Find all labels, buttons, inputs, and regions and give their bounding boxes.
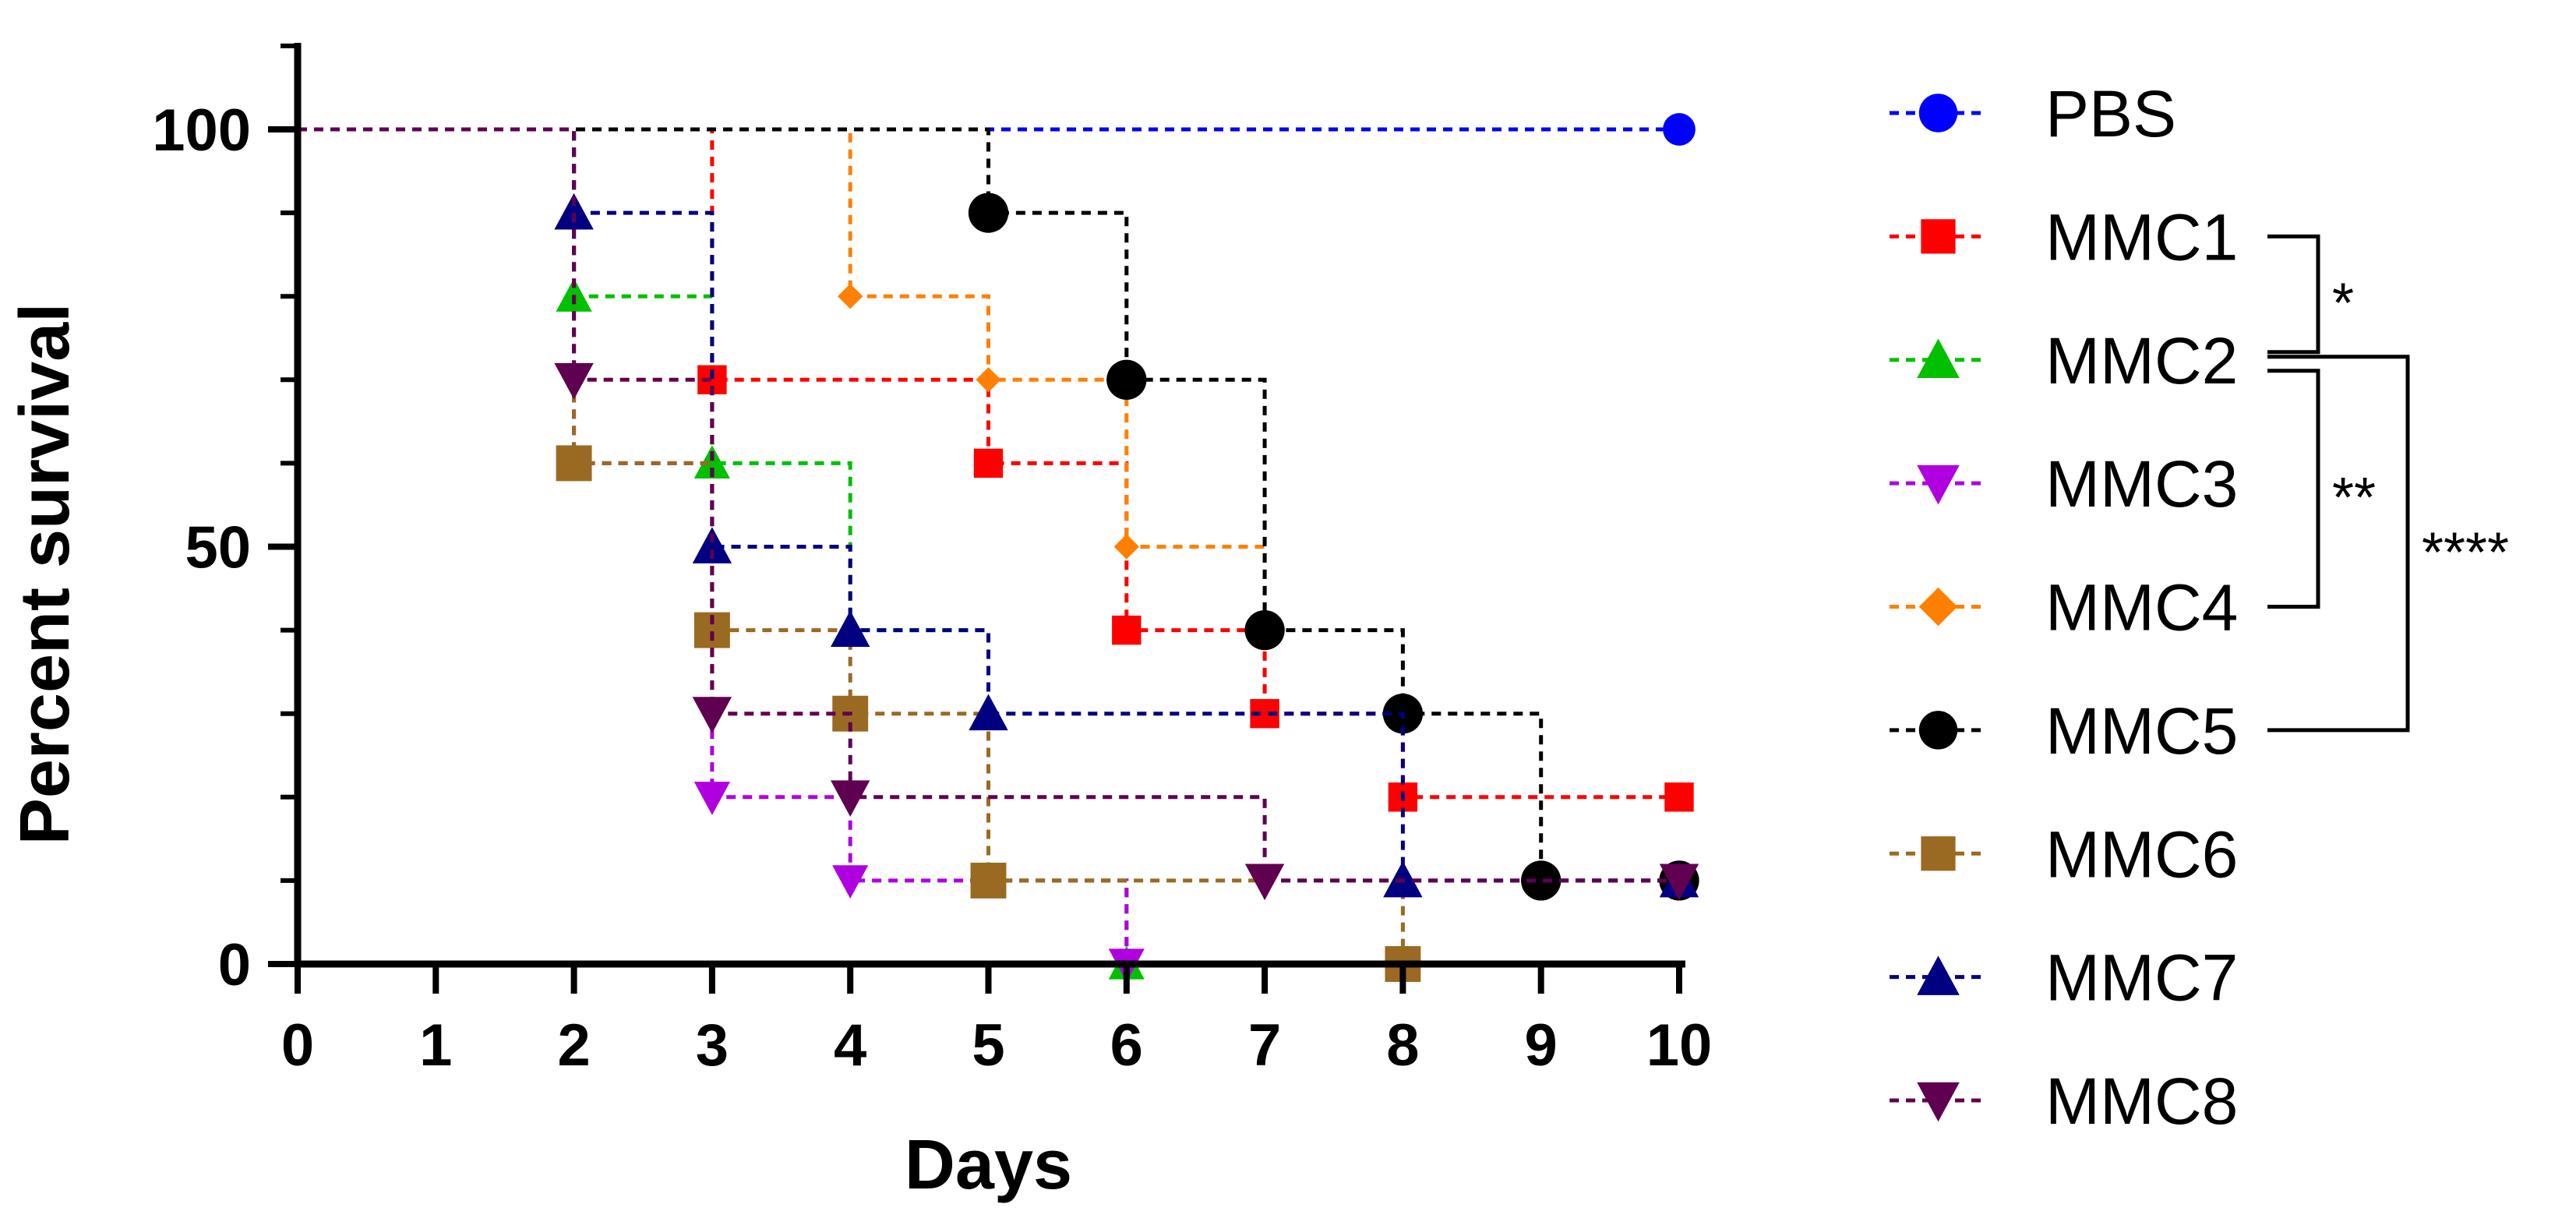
series-point-mmc7-3 bbox=[969, 694, 1008, 731]
significance-label-1: * bbox=[2332, 273, 2354, 335]
x-tick-label-2: 2 bbox=[557, 1012, 590, 1079]
series-point-mmc8-1 bbox=[692, 697, 732, 733]
series-point-mmc8-2 bbox=[831, 780, 870, 817]
series-point-mmc6-0 bbox=[556, 445, 592, 482]
x-tick-label-10: 10 bbox=[1646, 1012, 1713, 1079]
legend-label-mmc1: MMC1 bbox=[2045, 200, 2238, 274]
series-point-mmc2-1 bbox=[693, 445, 730, 479]
significance-line-3 bbox=[2267, 355, 2410, 733]
series-pbs bbox=[298, 113, 1696, 146]
significance-bracket-3: **** bbox=[2267, 355, 2509, 733]
significance-line-1 bbox=[2267, 234, 2320, 355]
significance-line-2 bbox=[2267, 369, 2320, 609]
legend-marker-pbs bbox=[1918, 94, 1958, 132]
y-tick-label-0: 0 bbox=[218, 932, 251, 998]
x-tick-label-7: 7 bbox=[1248, 1012, 1281, 1079]
legend-label-mmc2: MMC2 bbox=[2045, 324, 2238, 397]
legend-label-mmc5: MMC5 bbox=[2045, 694, 2238, 768]
series-point-mmc1-2 bbox=[1112, 615, 1142, 645]
series-mmc6 bbox=[298, 127, 1421, 982]
legend-marker-mmc5 bbox=[1918, 711, 1958, 750]
significance-label-2: ** bbox=[2332, 467, 2376, 529]
x-tick-label-6: 6 bbox=[1110, 1012, 1143, 1079]
legend-item-mmc5: MMC5 bbox=[1890, 694, 2238, 768]
legend-label-mmc3: MMC3 bbox=[2045, 447, 2238, 521]
legend-marker-mmc1 bbox=[1921, 219, 1956, 254]
legend-label-mmc6: MMC6 bbox=[2045, 818, 2238, 891]
series-point-mmc5-2 bbox=[1244, 609, 1285, 651]
y-tick-label-100: 100 bbox=[152, 97, 251, 164]
significance-bracket-1: * bbox=[2267, 234, 2354, 355]
series-point-mmc5-4 bbox=[1521, 860, 1561, 901]
x-tick-label-1: 1 bbox=[419, 1012, 452, 1079]
series-mmc7 bbox=[298, 127, 1699, 898]
significance-label-3: **** bbox=[2422, 521, 2509, 584]
legend-marker-mmc2 bbox=[1917, 338, 1960, 378]
y-tick-label-50: 50 bbox=[185, 515, 251, 581]
legend-item-pbs: PBS bbox=[1890, 77, 2176, 150]
y-axis-title: Percent survival bbox=[6, 303, 84, 845]
legend-item-mmc4: MMC4 bbox=[1890, 571, 2238, 645]
series-point-mmc3-2 bbox=[832, 865, 869, 899]
legend-marker-mmc4 bbox=[1918, 587, 1958, 627]
legend-marker-mmc7 bbox=[1917, 955, 1960, 995]
legend-marker-mmc6 bbox=[1921, 836, 1956, 871]
series-point-mmc5-1 bbox=[1106, 359, 1147, 400]
series-point-mmc7-0 bbox=[554, 192, 594, 230]
x-tick-label-0: 0 bbox=[281, 1012, 314, 1079]
series-point-mmc1-5 bbox=[1664, 782, 1694, 812]
significance-bracket-2: ** bbox=[2267, 369, 2376, 609]
legend-label-mmc7: MMC7 bbox=[2045, 941, 2238, 1015]
x-tick-label-3: 3 bbox=[696, 1012, 729, 1079]
series-point-mmc3-1 bbox=[693, 782, 730, 815]
series-mmc5 bbox=[298, 127, 1699, 901]
series-point-mmc4-2 bbox=[1113, 534, 1139, 560]
series-point-mmc6-3 bbox=[970, 862, 1007, 899]
legend-label-mmc4: MMC4 bbox=[2045, 571, 2238, 645]
legend-item-mmc8: MMC8 bbox=[1890, 1065, 2238, 1138]
series-point-mmc7-1 bbox=[692, 527, 732, 563]
legend-marker-mmc8 bbox=[1917, 1082, 1960, 1122]
legend-label-pbs: PBS bbox=[2045, 77, 2176, 150]
legend-item-mmc6: MMC6 bbox=[1890, 818, 2238, 891]
x-axis-title: Days bbox=[905, 1126, 1072, 1204]
x-tick-label-8: 8 bbox=[1386, 1012, 1419, 1079]
series-point-mmc4-1 bbox=[976, 367, 1001, 393]
series-point-mmc4-0 bbox=[838, 284, 863, 309]
series-mmc4 bbox=[298, 127, 1278, 643]
legend-item-mmc7: MMC7 bbox=[1890, 941, 2238, 1015]
series-point-mmc5-0 bbox=[968, 192, 1009, 233]
legend-item-mmc1: MMC1 bbox=[1890, 200, 2238, 274]
series-point-mmc7-2 bbox=[831, 610, 870, 648]
series-point-mmc8-3 bbox=[1244, 863, 1285, 901]
series-point-mmc8-0 bbox=[554, 362, 594, 400]
x-tick-label-9: 9 bbox=[1525, 1012, 1558, 1079]
series-point-pbs-0 bbox=[1663, 113, 1696, 146]
series-line-mmc2 bbox=[298, 127, 1129, 964]
legend-marker-mmc3 bbox=[1917, 464, 1960, 505]
series-point-mmc8-4 bbox=[1659, 863, 1699, 901]
legend-item-mmc3: MMC3 bbox=[1890, 447, 2238, 521]
series-mmc8 bbox=[298, 127, 1699, 901]
x-tick-label-5: 5 bbox=[972, 1012, 1004, 1079]
series-line-mmc8 bbox=[298, 127, 1679, 883]
legend-item-mmc2: MMC2 bbox=[1890, 324, 2238, 397]
series-point-mmc1-1 bbox=[973, 448, 1004, 479]
x-tick-label-4: 4 bbox=[834, 1012, 866, 1079]
legend-label-mmc8: MMC8 bbox=[2045, 1065, 2238, 1138]
